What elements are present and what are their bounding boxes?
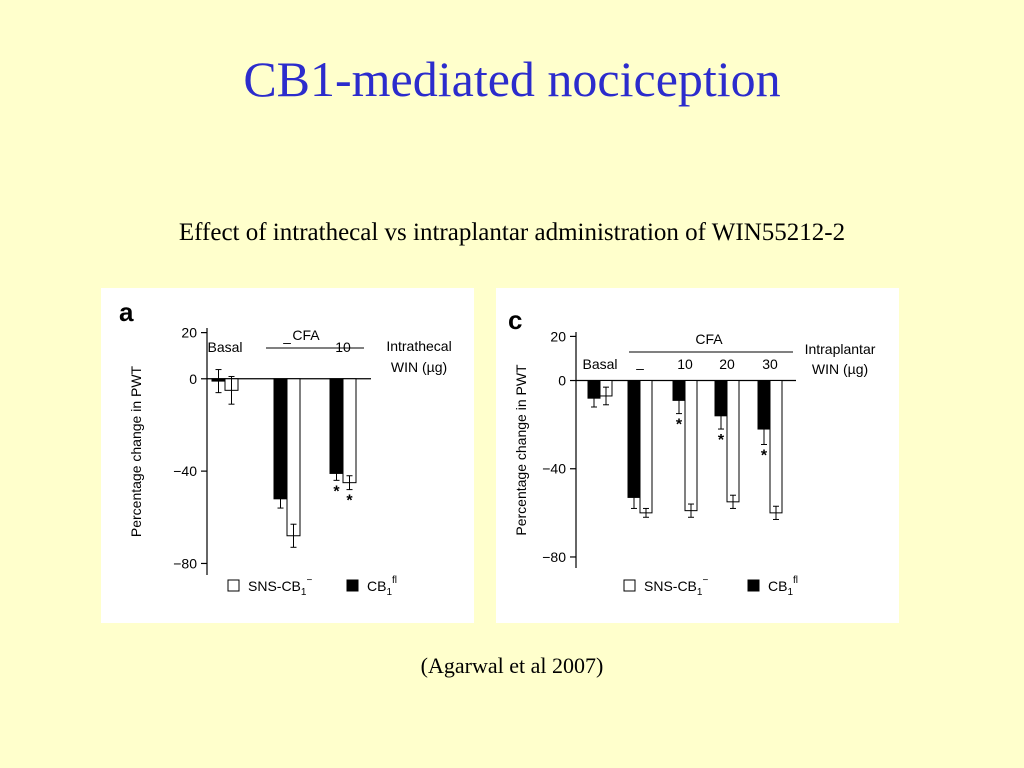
condition-label: Intrathecal: [386, 338, 451, 354]
category-label: 30: [762, 356, 778, 372]
legend-label: CB1fl: [768, 575, 798, 598]
y-tick-label: 0: [558, 373, 566, 389]
legend-subscript: 1: [697, 587, 703, 598]
bar-cb1fl: [627, 380, 641, 498]
bar-chart-c: c 20 0 −40 −80 Percentage change in PWT * * * Bas…: [508, 305, 876, 598]
y-axis-label: Percentage change in PWT: [128, 365, 144, 537]
dose-label: WIN (µg): [812, 361, 868, 377]
category-label: 10: [335, 339, 351, 355]
legend-label: CB1fl: [367, 575, 397, 598]
legend-superscript: fl: [793, 575, 798, 586]
category-label: Basal: [582, 356, 617, 372]
significance-star: *: [346, 493, 353, 510]
bar-sns-cb1: [769, 380, 783, 514]
bar-sns-cb1: [639, 380, 653, 514]
panel-label: a: [119, 297, 134, 327]
legend-subscript: 1: [386, 587, 392, 598]
legend-superscript: −: [702, 575, 708, 586]
bar-sns-cb1: [726, 380, 740, 503]
citation: (Agarwal et al 2007): [420, 653, 604, 678]
condition-label: Intraplantar: [805, 341, 876, 357]
significance-star: *: [676, 417, 683, 434]
category-label: Basal: [207, 339, 242, 355]
y-tick-label: 20: [550, 328, 566, 344]
dose-label: WIN (µg): [391, 359, 447, 375]
y-tick-label: −80: [542, 549, 566, 565]
category-label: –: [283, 334, 291, 350]
cfa-group-header: CFA: [292, 327, 320, 343]
legend-label: SNS-CB1−: [248, 575, 312, 598]
category-label: 10: [677, 356, 693, 372]
legend-text: SNS-CB: [644, 578, 697, 594]
bar-cb1fl: [329, 378, 344, 474]
legend-text: CB: [367, 578, 386, 594]
legend-swatch-open: [227, 579, 240, 592]
cfa-group-header: CFA: [695, 331, 723, 347]
chart-panel-c: c 20 0 −40 −80 Percentage change in PWT * * * Bas…: [496, 288, 899, 623]
legend-superscript: fl: [392, 575, 397, 586]
legend-swatch-filled: [747, 579, 760, 592]
y-tick-label: −40: [173, 463, 197, 479]
bar-sns-cb1: [684, 380, 698, 512]
bar-chart-a: a 20 0 −40 −80 Percentage change in PWT * * Basa…: [119, 297, 452, 598]
legend-label: SNS-CB1−: [644, 575, 708, 598]
legend-text: CB: [768, 578, 787, 594]
legend-swatch-filled: [346, 579, 359, 592]
panel-label: c: [508, 305, 522, 335]
significance-star: *: [761, 447, 768, 464]
legend-superscript: −: [306, 575, 312, 586]
bar-cb1fl: [273, 378, 288, 500]
legend-text: SNS-CB: [248, 578, 301, 594]
bar-sns-cb1: [342, 378, 357, 484]
y-tick-label: 20: [181, 325, 197, 341]
bar-sns-cb1: [286, 378, 301, 537]
legend-subscript: 1: [787, 587, 793, 598]
significance-star: *: [718, 432, 725, 449]
significance-star: *: [333, 483, 340, 500]
y-tick-label: −80: [173, 555, 197, 571]
legend-subscript: 1: [301, 587, 307, 598]
slide-title: CB1-mediated nociception: [243, 51, 781, 107]
y-tick-label: 0: [189, 371, 197, 387]
legend-swatch-open: [623, 579, 636, 592]
y-tick-label: −40: [542, 461, 566, 477]
category-label: 20: [719, 356, 735, 372]
slide-subtitle: Effect of intrathecal vs intraplantar ad…: [178, 219, 846, 246]
category-label: –: [636, 360, 644, 376]
y-axis-label: Percentage change in PWT: [513, 364, 529, 536]
chart-panel-a: a 20 0 −40 −80 Percentage change in PWT * * Basa…: [101, 288, 474, 623]
